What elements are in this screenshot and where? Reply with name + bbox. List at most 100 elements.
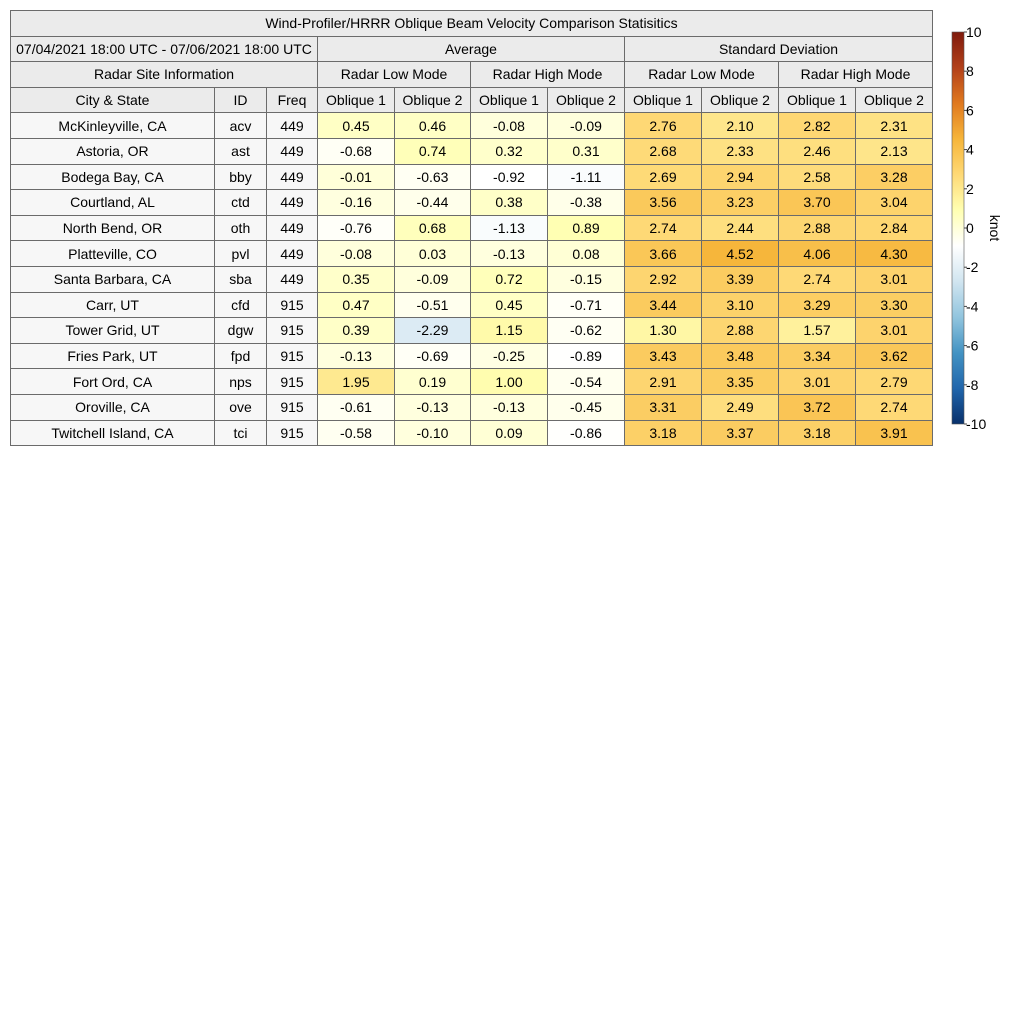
colorbar-tick-label: 0 — [966, 220, 974, 236]
freq-cell: 449 — [266, 240, 318, 267]
value-cell: -1.13 — [470, 214, 548, 242]
value-cell: -0.62 — [547, 317, 625, 344]
table-row: Oroville, CA ove 915 -0.61 -0.13 -0.13 -0.45 3.… — [10, 393, 933, 421]
value-cell: 3.44 — [624, 291, 702, 319]
value-cell: -0.10 — [394, 419, 471, 447]
column-header: Oblique 1 — [317, 86, 395, 114]
value-cell: 3.56 — [624, 189, 702, 216]
value-cell: -0.13 — [394, 393, 471, 421]
value-cell: 3.34 — [778, 342, 856, 370]
value-cell: 0.08 — [547, 240, 625, 267]
value-cell: 4.52 — [701, 240, 779, 267]
value-cell: 2.10 — [701, 112, 779, 139]
value-cell: -0.54 — [547, 368, 625, 395]
table-row: North Bend, OR oth 449 -0.76 0.68 -1.13 0.89 2.… — [10, 214, 933, 242]
city-cell: Twitchell Island, CA — [10, 419, 215, 447]
freq-cell: 449 — [266, 189, 318, 216]
std-dev-header: Standard Deviation — [624, 35, 933, 63]
value-cell: -0.51 — [394, 291, 471, 319]
city-cell: Courtland, AL — [10, 189, 215, 216]
value-cell: 2.49 — [701, 393, 779, 421]
table-body: McKinleyville, CA acv 449 0.45 0.46 -0.08 -0.0… — [10, 112, 933, 447]
table-row: Courtland, AL ctd 449 -0.16 -0.44 0.38 -0.38 3.… — [10, 189, 933, 216]
table-row: Carr, UT cfd 915 0.47 -0.51 0.45 -0.71 3.44 3.10… — [10, 291, 933, 319]
colorbar-tick-label: 4 — [966, 142, 974, 158]
freq-cell: 915 — [266, 368, 318, 395]
value-cell: 3.72 — [778, 393, 856, 421]
column-header: Oblique 2 — [547, 86, 625, 114]
freq-cell: 449 — [266, 163, 318, 191]
value-cell: 2.44 — [701, 214, 779, 242]
id-cell: ast — [214, 137, 267, 165]
value-cell: 1.95 — [317, 368, 395, 395]
value-cell: -0.68 — [317, 137, 395, 165]
value-cell: 3.04 — [855, 189, 933, 216]
value-cell: 2.79 — [855, 368, 933, 395]
value-cell: 0.03 — [394, 240, 471, 267]
value-cell: 3.18 — [624, 419, 702, 447]
table-row: Fries Park, UT fpd 915 -0.13 -0.69 -0.25 -0.89… — [10, 342, 933, 370]
group-header-row: 07/04/2021 18:00 UTC - 07/06/2021 18:00 … — [10, 35, 933, 63]
value-cell: 1.00 — [470, 368, 548, 395]
value-cell: 2.31 — [855, 112, 933, 139]
value-cell: 0.47 — [317, 291, 395, 319]
value-cell: 3.29 — [778, 291, 856, 319]
value-cell: 3.01 — [855, 317, 933, 344]
table-row: Platteville, CO pvl 449 -0.08 0.03 -0.13 0.08 3… — [10, 240, 933, 267]
colorbar-tick-label: -8 — [966, 377, 979, 393]
id-cell: dgw — [214, 317, 267, 344]
mode-header-row: Radar Site Information Radar Low Mode Ra… — [10, 61, 933, 88]
freq-cell: 915 — [266, 342, 318, 370]
value-cell: -0.13 — [470, 393, 548, 421]
value-cell: 2.88 — [778, 214, 856, 242]
column-header: Oblique 2 — [394, 86, 471, 114]
column-header: Freq — [266, 86, 318, 114]
table-row: Santa Barbara, CA sba 449 0.35 -0.09 0.72 -0.1… — [10, 265, 933, 293]
column-header: Oblique 1 — [778, 86, 856, 114]
colorbar-gradient — [951, 31, 965, 425]
value-cell: 2.76 — [624, 112, 702, 139]
freq-cell: 449 — [266, 214, 318, 242]
value-cell: -0.38 — [547, 189, 625, 216]
colorbar-tick-label: -10 — [966, 416, 986, 432]
table-row: Fort Ord, CA nps 915 1.95 0.19 1.00 -0.54 2.91 3… — [10, 368, 933, 395]
value-cell: -0.09 — [394, 265, 471, 293]
value-cell: 0.38 — [470, 189, 548, 216]
id-cell: nps — [214, 368, 267, 395]
city-cell: Oroville, CA — [10, 393, 215, 421]
value-cell: -0.61 — [317, 393, 395, 421]
value-cell: 3.10 — [701, 291, 779, 319]
avg-high-mode-header: Radar High Mode — [470, 61, 625, 88]
value-cell: 2.84 — [855, 214, 933, 242]
value-cell: 2.68 — [624, 137, 702, 165]
city-cell: Fort Ord, CA — [10, 368, 215, 395]
colorbar-tick-label: -4 — [966, 298, 979, 314]
value-cell: 0.89 — [547, 214, 625, 242]
value-cell: -0.63 — [394, 163, 471, 191]
value-cell: 3.62 — [855, 342, 933, 370]
value-cell: -0.16 — [317, 189, 395, 216]
title-row: Wind-Profiler/HRRR Oblique Beam Velocity… — [10, 10, 933, 37]
colorbar-tick-label: 8 — [966, 63, 974, 79]
value-cell: 3.31 — [624, 393, 702, 421]
value-cell: 0.46 — [394, 112, 471, 139]
freq-cell: 915 — [266, 291, 318, 319]
column-header: Oblique 2 — [855, 86, 933, 114]
value-cell: 0.35 — [317, 265, 395, 293]
value-cell: -0.25 — [470, 342, 548, 370]
value-cell: 3.01 — [778, 368, 856, 395]
value-cell: 2.33 — [701, 137, 779, 165]
average-header: Average — [317, 35, 625, 63]
value-cell: 0.19 — [394, 368, 471, 395]
value-cell: 3.39 — [701, 265, 779, 293]
value-cell: 4.30 — [855, 240, 933, 267]
value-cell: 0.68 — [394, 214, 471, 242]
value-cell: -0.44 — [394, 189, 471, 216]
value-cell: 3.28 — [855, 163, 933, 191]
value-cell: 0.74 — [394, 137, 471, 165]
stats-table: Wind-Profiler/HRRR Oblique Beam Velocity… — [10, 10, 933, 447]
value-cell: 2.82 — [778, 112, 856, 139]
value-cell: -0.13 — [317, 342, 395, 370]
value-cell: -0.45 — [547, 393, 625, 421]
value-cell: 0.45 — [470, 291, 548, 319]
